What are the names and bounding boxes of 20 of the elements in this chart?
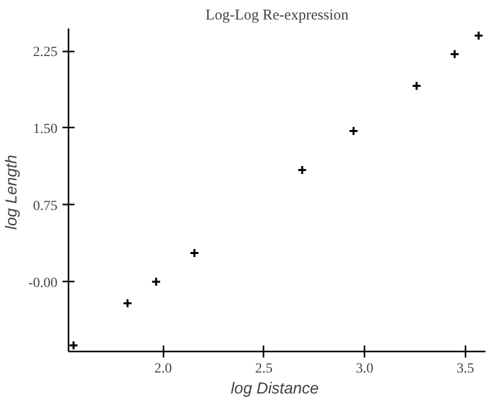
point [450,49,460,60]
y-axis-title: log Length [3,154,20,230]
point [297,165,308,176]
point [189,248,200,258]
x-tick-label: 3.5 [456,362,474,376]
y-tick-label: 2.25 [33,45,58,60]
x-axis-title: log Distance [230,380,319,398]
point [122,298,133,308]
point [68,340,79,350]
point [474,30,484,41]
x-tick-label: 2.5 [255,362,273,376]
y-tick-label: -0.00 [28,276,58,291]
point [348,126,359,136]
y-tick-label: 1.50 [33,122,58,137]
point [151,276,162,287]
y-tick-label: 0.75 [33,198,58,214]
point [412,80,422,91]
chart-title: Log-Log Re-expression [206,8,349,24]
x-tick-label: 3.0 [356,362,374,376]
x-tick-label: 2.0 [154,362,172,376]
